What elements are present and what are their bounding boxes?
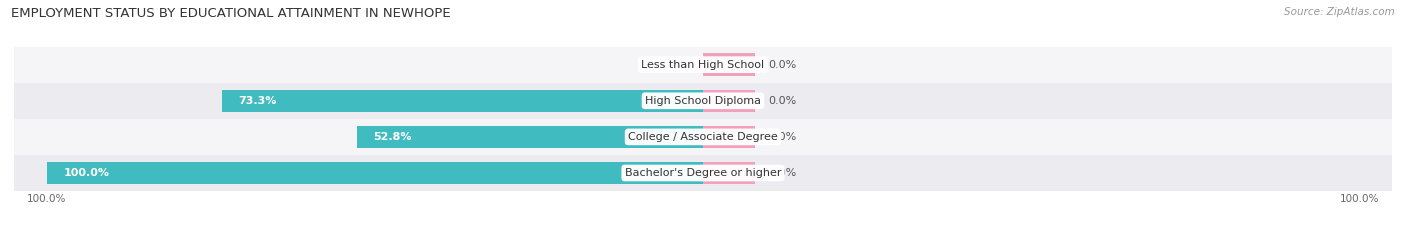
- Text: 0.0%: 0.0%: [769, 132, 797, 142]
- Text: 0.0%: 0.0%: [769, 96, 797, 106]
- Text: Bachelor's Degree or higher: Bachelor's Degree or higher: [624, 168, 782, 178]
- Bar: [14, 47, 1392, 83]
- Bar: [703, 126, 755, 148]
- Text: EMPLOYMENT STATUS BY EDUCATIONAL ATTAINMENT IN NEWHOPE: EMPLOYMENT STATUS BY EDUCATIONAL ATTAINM…: [11, 7, 451, 20]
- Bar: [46, 162, 703, 184]
- Bar: [14, 155, 1392, 191]
- Bar: [703, 53, 755, 76]
- Bar: [357, 126, 703, 148]
- Text: 100.0%: 100.0%: [63, 168, 110, 178]
- Bar: [14, 119, 1392, 155]
- Text: College / Associate Degree: College / Associate Degree: [628, 132, 778, 142]
- Text: 0.0%: 0.0%: [662, 60, 690, 70]
- Bar: [703, 89, 755, 112]
- Bar: [14, 83, 1392, 119]
- Text: 0.0%: 0.0%: [769, 60, 797, 70]
- Text: High School Diploma: High School Diploma: [645, 96, 761, 106]
- Text: 0.0%: 0.0%: [769, 168, 797, 178]
- Bar: [222, 89, 703, 112]
- Text: Less than High School: Less than High School: [641, 60, 765, 70]
- Text: 73.3%: 73.3%: [239, 96, 277, 106]
- Bar: [703, 162, 755, 184]
- Text: 52.8%: 52.8%: [373, 132, 412, 142]
- Text: Source: ZipAtlas.com: Source: ZipAtlas.com: [1284, 7, 1395, 17]
